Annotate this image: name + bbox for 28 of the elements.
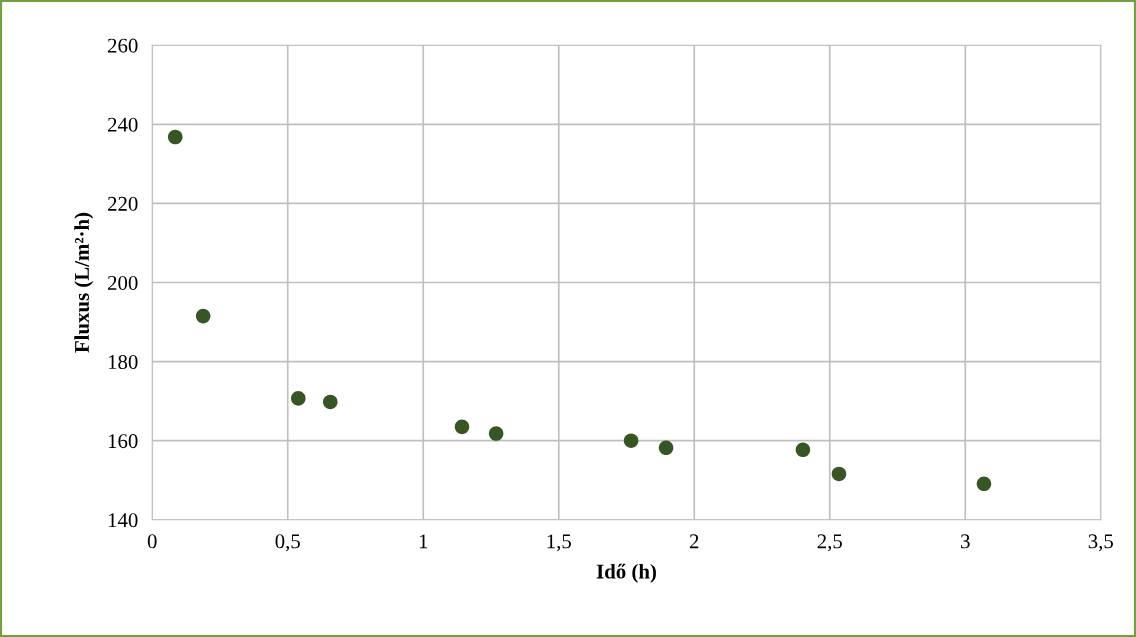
y-tick-label: 160 — [108, 434, 138, 449]
point — [195, 308, 211, 324]
y-tick-label: 260 — [108, 38, 138, 53]
x-tick-label: 2 — [689, 534, 699, 549]
y-tick-label: 240 — [108, 117, 138, 132]
y-axis-title: Fluxus (L/m²·h) — [74, 212, 94, 353]
y-tick-label: 180 — [108, 354, 138, 370]
y-tick-label: 200 — [108, 275, 138, 290]
point — [167, 129, 183, 145]
x-tick-label: 1,5 — [547, 534, 571, 552]
point — [323, 394, 338, 410]
x-tick-label: 1 — [419, 534, 428, 549]
point — [976, 476, 992, 492]
x-tick-label: 3,5 — [1088, 534, 1113, 552]
x-tick-label: 0 — [147, 534, 157, 549]
point — [831, 466, 847, 482]
x-axis-title: Idő (h) — [596, 563, 656, 583]
point — [454, 419, 470, 435]
point — [291, 391, 306, 406]
y-tick-label: 140 — [108, 513, 138, 528]
point — [658, 440, 674, 456]
x-tick-label: 2,5 — [817, 534, 842, 552]
x-tick-label: 0,5 — [275, 534, 300, 552]
point — [795, 442, 811, 458]
point — [488, 426, 504, 441]
x-tick-label: 3 — [961, 534, 970, 549]
point — [623, 433, 639, 448]
y-tick-label: 220 — [108, 196, 138, 211]
